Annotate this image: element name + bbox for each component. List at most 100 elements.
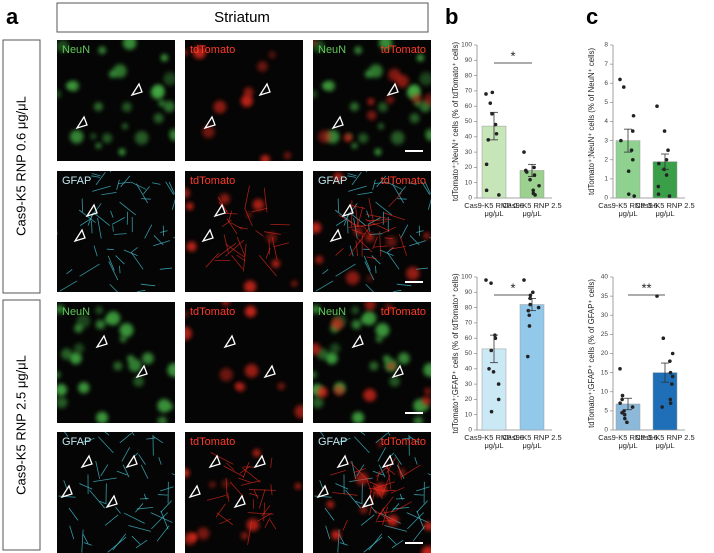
y-tick-label: 40 [465, 134, 473, 141]
process [369, 481, 381, 487]
error-bar [624, 128, 632, 153]
data-point [626, 192, 631, 196]
cell [244, 305, 257, 318]
fiber [121, 447, 131, 462]
process [382, 506, 389, 526]
process [376, 470, 380, 482]
cell [354, 46, 363, 55]
process [258, 254, 277, 277]
cell [252, 198, 265, 211]
fiber [120, 175, 131, 188]
fiber [109, 283, 119, 292]
data-point [631, 113, 636, 118]
cell [113, 64, 127, 78]
data-point [618, 367, 622, 371]
cell [353, 226, 363, 236]
cell [197, 527, 210, 540]
data-point [664, 157, 669, 162]
y-tick-label: 5 [604, 99, 608, 106]
y-tick-label: 0 [604, 195, 608, 202]
fiber [335, 483, 349, 490]
cell [416, 54, 425, 62]
data-point [670, 382, 674, 386]
process [368, 198, 374, 222]
fiber [397, 198, 407, 200]
data-point [664, 173, 669, 177]
y-tick-label: 100 [461, 42, 472, 49]
y-tick-label: 80 [465, 304, 473, 311]
cell [142, 352, 154, 365]
process [384, 237, 393, 240]
process [257, 512, 272, 522]
fiber [112, 225, 114, 232]
y-axis-label: tdTomato⁺;NeuN⁺ cells (% of tdTomato⁺ ce… [451, 41, 460, 201]
image-content [313, 40, 431, 156]
micrograph: NeuN [57, 302, 175, 423]
process [223, 234, 229, 254]
data-point [620, 410, 624, 415]
cell [369, 64, 383, 78]
process [226, 462, 235, 471]
x-tick-label: Cas9-K5 RNP 2.5 μg/μL [502, 433, 562, 450]
y-tick-label: 70 [465, 320, 473, 327]
fiber [82, 437, 95, 443]
process [382, 508, 390, 523]
cell [352, 411, 365, 423]
channel-label: GFAP [318, 175, 347, 187]
process [397, 461, 403, 480]
data-point [626, 169, 631, 174]
fiber [136, 506, 154, 510]
arrowhead [188, 484, 201, 499]
fiber [372, 179, 376, 190]
y-tick-label: 60 [465, 335, 473, 342]
micrograph: NeuN [57, 40, 175, 161]
y-tick-label: 10 [465, 411, 473, 418]
image-content [185, 302, 303, 419]
cell [65, 82, 74, 90]
process [242, 243, 247, 272]
cell [313, 222, 322, 234]
process [230, 222, 243, 230]
cell [209, 481, 216, 488]
cell [252, 449, 261, 457]
data-point [622, 412, 627, 417]
arrowhead [253, 454, 266, 469]
process [221, 219, 232, 228]
channel-label: tdTomato [190, 44, 235, 56]
cell [364, 302, 376, 311]
fiber [66, 268, 73, 275]
data-point [484, 278, 488, 282]
data-point [494, 131, 499, 136]
data-point [524, 170, 529, 174]
y-tick-label: 7 [604, 61, 608, 68]
y-tick-label: 10 [465, 179, 473, 186]
arrowhead [60, 484, 73, 499]
micrograph: NeuN tdTomato [313, 40, 431, 161]
process [216, 242, 237, 259]
cell [185, 326, 192, 341]
fiber [63, 480, 68, 490]
fiber [69, 525, 75, 540]
fiber [168, 181, 175, 195]
fiber [91, 175, 100, 178]
channel-label: tdTomato [381, 436, 426, 448]
data-point [656, 184, 661, 189]
fiber [345, 489, 362, 509]
data-point [623, 416, 627, 421]
process [367, 218, 392, 222]
cell [243, 280, 257, 292]
cell [118, 148, 126, 156]
fiber [135, 539, 148, 549]
y-tick-label: 20 [601, 350, 609, 357]
process [265, 247, 271, 259]
fiber [59, 280, 78, 292]
process [372, 485, 384, 499]
y-tick-label: 30 [465, 381, 473, 388]
error-bar [528, 298, 536, 312]
fiber [57, 528, 58, 530]
fiber [348, 185, 367, 192]
fiber [101, 192, 117, 196]
process [271, 237, 278, 261]
data-point [490, 90, 495, 95]
cell [134, 130, 149, 145]
